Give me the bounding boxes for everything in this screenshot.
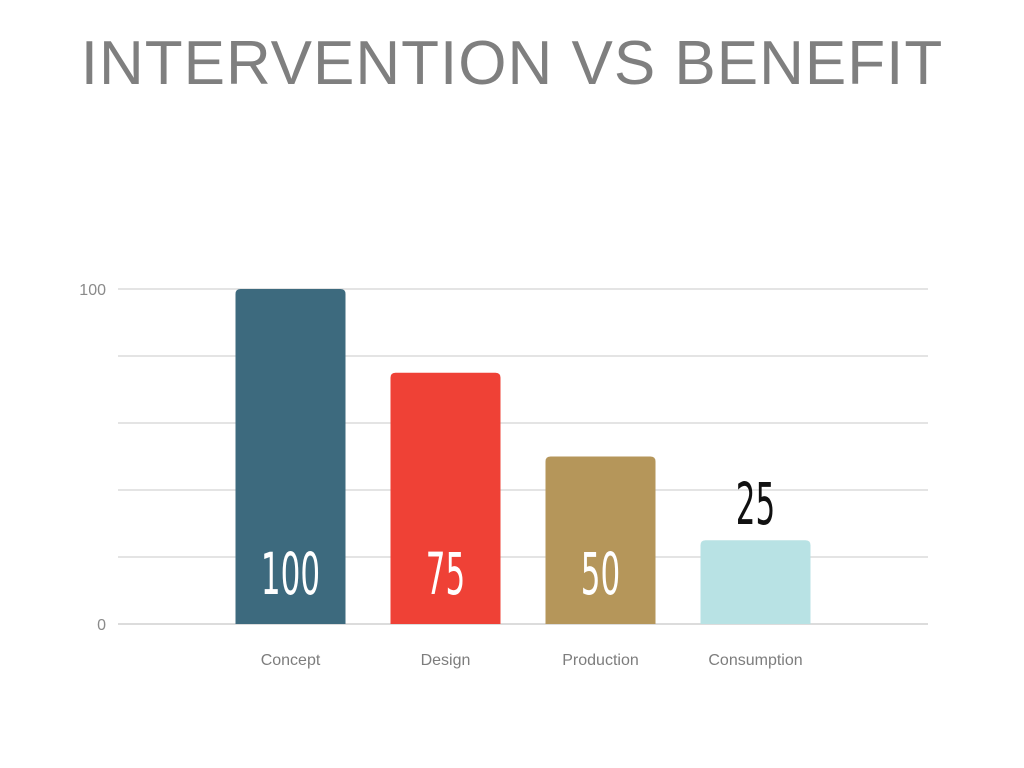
x-tick-label: Consumption bbox=[708, 652, 802, 669]
data-label: 25 bbox=[736, 471, 775, 538]
x-axis-labels: Concept Design Production Consumption bbox=[261, 652, 803, 669]
y-axis-labels: 0 100 bbox=[79, 282, 106, 634]
bars bbox=[235, 289, 811, 624]
x-tick-label: Design bbox=[421, 652, 471, 669]
y-tick-label: 0 bbox=[97, 617, 106, 634]
bar-design bbox=[390, 372, 501, 624]
y-tick-label: 100 bbox=[79, 282, 106, 299]
bar-consumption bbox=[700, 540, 811, 624]
chart-title: INTERVENTION VS BENEFIT bbox=[80, 29, 944, 98]
value-labels: 100 75 50 25 bbox=[261, 471, 775, 608]
x-tick-label: Production bbox=[562, 652, 639, 669]
data-label: 100 bbox=[261, 540, 320, 607]
x-tick-label: Concept bbox=[261, 652, 321, 669]
bar-concept bbox=[235, 289, 346, 624]
data-label: 50 bbox=[581, 540, 620, 607]
data-label: 75 bbox=[426, 540, 465, 607]
bar-production bbox=[545, 456, 656, 624]
